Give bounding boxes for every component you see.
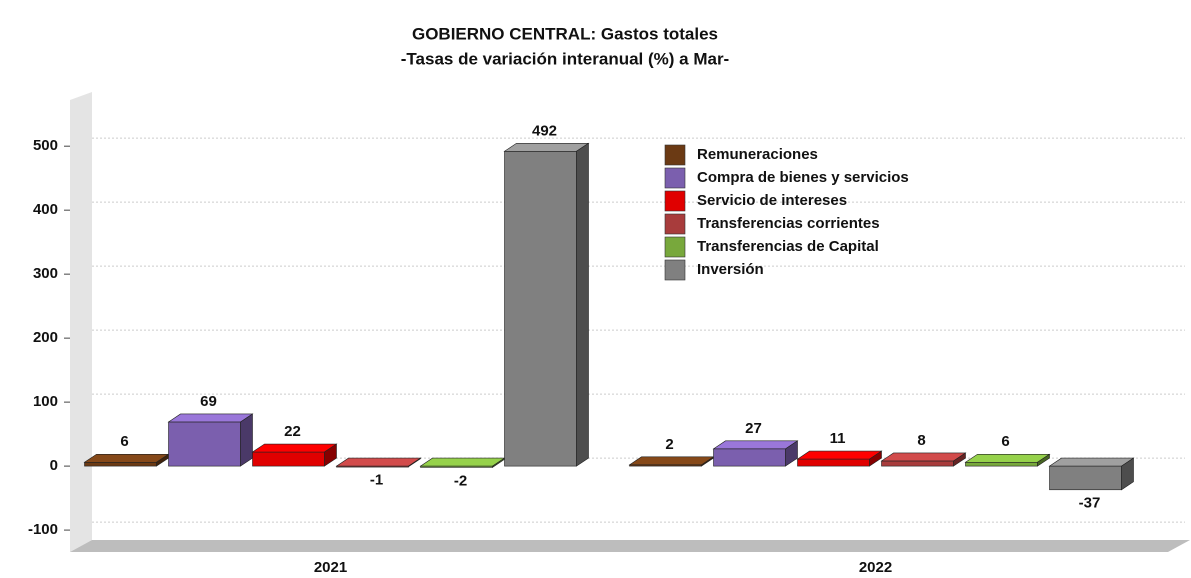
floor (70, 540, 1190, 552)
bar-front (881, 460, 954, 467)
bar (628, 456, 715, 467)
bar-top (628, 456, 715, 466)
bar-top (964, 453, 1051, 463)
bar-top (251, 443, 338, 453)
x-tick-label: 2021 (314, 559, 347, 576)
bar-top (796, 450, 883, 460)
bar (335, 457, 422, 468)
bar-top (419, 457, 506, 467)
legend-swatch (664, 213, 686, 235)
bar (796, 450, 883, 467)
y-tick-label: 100 (33, 393, 58, 410)
bar-top (880, 452, 967, 462)
legend-swatch (664, 190, 686, 212)
bar (251, 443, 338, 467)
bar (712, 440, 799, 467)
bar (83, 453, 170, 467)
bar-top (83, 453, 170, 463)
legend-swatch (664, 144, 686, 166)
legend-label: Compra de bienes y servicios (697, 169, 909, 186)
value-label: 492 (532, 122, 557, 139)
value-label: 8 (917, 432, 925, 449)
y-tick-label: 500 (33, 137, 58, 154)
bar-side (240, 413, 253, 467)
bar-front (252, 451, 325, 467)
value-label: -37 (1079, 495, 1101, 512)
value-label: -2 (454, 472, 467, 489)
bar-front (797, 458, 870, 467)
bar-top (503, 143, 590, 152)
x-tick-label: 2022 (859, 559, 892, 576)
bar-top (167, 413, 254, 423)
value-label: 22 (284, 423, 301, 440)
bar (964, 453, 1051, 467)
bar-side (576, 142, 589, 467)
bar-side (1121, 457, 1134, 491)
legend-swatch (664, 167, 686, 189)
left-wall (70, 92, 92, 552)
y-tick-label: 300 (33, 265, 58, 282)
bar-top (712, 440, 799, 450)
bar-front (965, 461, 1038, 467)
bar-front (1049, 465, 1122, 491)
bar-front (168, 421, 241, 467)
legend-swatch (664, 259, 686, 281)
bar-side (869, 450, 882, 467)
value-label: 6 (120, 433, 128, 450)
value-label: -1 (370, 472, 383, 489)
bar-front (84, 461, 157, 467)
value-label: 11 (830, 430, 846, 447)
legend-label: Inversión (697, 261, 764, 278)
chart-title: GOBIERNO CENTRAL: Gastos totales (412, 24, 718, 43)
y-tick-label: -100 (28, 521, 58, 538)
y-tick-label: 0 (50, 457, 58, 474)
bar-top (335, 457, 422, 467)
bar-side (1037, 453, 1050, 467)
bar (1048, 457, 1135, 491)
legend-label: Transferencias de Capital (697, 238, 879, 255)
bar-top (1048, 457, 1135, 467)
bar-front (713, 448, 786, 467)
bar-side (324, 443, 337, 467)
bar-front (504, 151, 577, 467)
bar (880, 452, 967, 467)
legend-label: Servicio de intereses (697, 192, 847, 209)
value-label: 27 (745, 420, 762, 437)
value-label: 6 (1001, 433, 1009, 450)
chart-subtitle: -Tasas de variación interanual (%) a Mar… (401, 49, 729, 68)
legend-swatch (664, 236, 686, 258)
value-label: 2 (665, 436, 673, 453)
y-tick-label: 400 (33, 201, 58, 218)
bar (167, 413, 254, 467)
bar (419, 457, 506, 468)
bar (503, 142, 590, 467)
bar-side (408, 457, 421, 468)
bar-side (785, 440, 798, 467)
legend-label: Transferencias corrientes (697, 215, 880, 232)
bar-side (953, 452, 966, 467)
value-label: 69 (200, 393, 217, 410)
y-tick-label: 200 (33, 329, 58, 346)
legend-label: Remuneraciones (697, 146, 818, 163)
